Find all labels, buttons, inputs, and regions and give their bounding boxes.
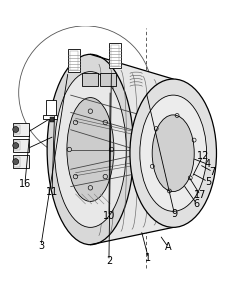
Text: 11: 11 xyxy=(46,187,58,196)
Ellipse shape xyxy=(13,159,19,164)
Text: A: A xyxy=(165,242,172,252)
Text: 7: 7 xyxy=(210,167,216,177)
Ellipse shape xyxy=(13,143,19,149)
Text: 12: 12 xyxy=(197,151,209,161)
FancyBboxPatch shape xyxy=(50,118,54,122)
FancyBboxPatch shape xyxy=(109,43,121,68)
Text: 16: 16 xyxy=(19,179,31,189)
Text: 2: 2 xyxy=(106,256,112,266)
Polygon shape xyxy=(90,54,173,245)
Text: 17: 17 xyxy=(194,190,206,200)
FancyBboxPatch shape xyxy=(12,123,28,136)
FancyBboxPatch shape xyxy=(44,115,57,119)
FancyBboxPatch shape xyxy=(12,155,28,168)
Ellipse shape xyxy=(140,95,206,211)
Text: 4: 4 xyxy=(205,159,211,169)
Text: 6: 6 xyxy=(194,199,200,209)
FancyBboxPatch shape xyxy=(12,139,28,152)
Ellipse shape xyxy=(130,79,216,227)
Text: 1: 1 xyxy=(146,253,152,263)
Ellipse shape xyxy=(152,115,194,192)
FancyBboxPatch shape xyxy=(100,73,116,86)
FancyBboxPatch shape xyxy=(46,100,56,116)
Ellipse shape xyxy=(13,126,19,132)
Ellipse shape xyxy=(67,97,114,202)
FancyBboxPatch shape xyxy=(82,73,98,86)
Text: 5: 5 xyxy=(205,177,211,187)
FancyBboxPatch shape xyxy=(68,49,80,72)
Ellipse shape xyxy=(54,72,126,227)
Ellipse shape xyxy=(47,54,134,245)
Text: 3: 3 xyxy=(38,241,44,251)
Text: 10: 10 xyxy=(103,211,115,221)
Text: 9: 9 xyxy=(172,209,177,219)
